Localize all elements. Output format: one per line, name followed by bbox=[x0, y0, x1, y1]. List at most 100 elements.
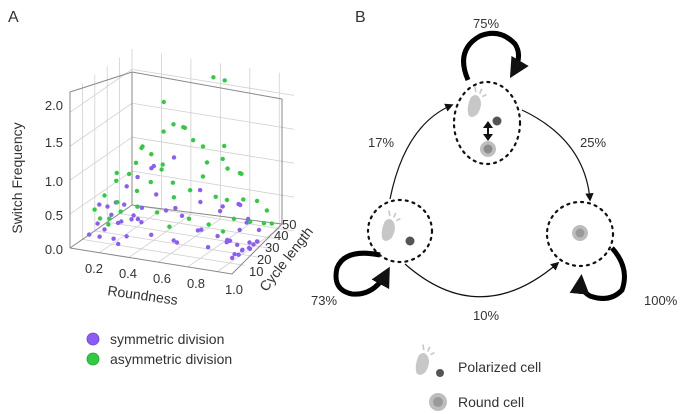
scatter-3d-plot bbox=[69, 49, 295, 275]
point-symmetric bbox=[244, 220, 249, 225]
x-tick: 0.2 bbox=[85, 261, 103, 276]
point-asymmetric bbox=[161, 99, 166, 105]
legend-round-label: Round cell bbox=[458, 394, 524, 410]
point-asymmetric bbox=[225, 166, 230, 171]
point-symmetric bbox=[173, 205, 178, 211]
point-symmetric bbox=[135, 174, 140, 180]
plot-grid bbox=[69, 49, 295, 272]
point-symmetric bbox=[129, 217, 134, 222]
legend-asymmetric-marker bbox=[86, 352, 100, 366]
point-asymmetric bbox=[200, 144, 206, 149]
panel-a-letter: A bbox=[8, 9, 19, 26]
arrow-polarized-to-round bbox=[404, 261, 560, 298]
grid-line bbox=[99, 209, 162, 254]
point-symmetric bbox=[237, 227, 242, 233]
z-tick: 1.5 bbox=[45, 135, 63, 150]
z-tick: 2.0 bbox=[45, 98, 63, 113]
y-tick: 20 bbox=[257, 252, 271, 267]
point-symmetric bbox=[232, 252, 237, 257]
point-asymmetric bbox=[154, 210, 160, 215]
point-symmetric bbox=[254, 239, 260, 244]
point-symmetric bbox=[154, 192, 159, 197]
point-symmetric bbox=[87, 232, 92, 237]
point-asymmetric bbox=[206, 222, 211, 227]
point-asymmetric bbox=[211, 75, 216, 80]
pct-right-loop: 100% bbox=[644, 293, 678, 308]
legend-polarized-icon bbox=[415, 344, 435, 375]
state-polarized-round-switching bbox=[452, 80, 522, 166]
point-asymmetric bbox=[241, 197, 246, 202]
point-asymmetric bbox=[115, 200, 120, 205]
grid-line bbox=[82, 239, 245, 266]
pct-left-loop: 73% bbox=[311, 293, 337, 308]
y-tick: 50 bbox=[282, 217, 296, 232]
point-symmetric bbox=[247, 240, 252, 245]
pct-left-to-top: 17% bbox=[368, 135, 394, 150]
panel-b-letter: B bbox=[355, 9, 366, 26]
point-symmetric bbox=[122, 202, 127, 207]
point-symmetric bbox=[119, 219, 124, 224]
point-asymmetric bbox=[133, 160, 139, 165]
x-tick: 0.8 bbox=[187, 276, 205, 291]
point-asymmetric bbox=[213, 194, 218, 199]
point-asymmetric bbox=[200, 174, 206, 179]
legend-symmetric-marker bbox=[86, 332, 100, 346]
self-loop-polarized bbox=[333, 250, 390, 297]
polarized-cell-icon bbox=[381, 210, 401, 241]
point-symmetric bbox=[97, 234, 102, 239]
point-symmetric bbox=[124, 184, 129, 189]
point-symmetric bbox=[236, 252, 241, 257]
point-symmetric bbox=[151, 163, 156, 169]
point-symmetric bbox=[111, 236, 116, 241]
point-symmetric bbox=[95, 221, 100, 226]
pct-left-to-right: 10% bbox=[473, 308, 499, 323]
point-asymmetric bbox=[186, 216, 192, 221]
point-symmetric bbox=[116, 241, 121, 247]
arrow-switching-to-round bbox=[521, 109, 594, 202]
arrow-polarized-to-switching bbox=[389, 103, 454, 200]
data-points bbox=[87, 75, 274, 261]
y-tick-labels: 10 20 30 40 50 bbox=[249, 217, 296, 279]
polarized-cell-icon bbox=[467, 86, 487, 117]
point-symmetric bbox=[149, 232, 154, 237]
point-symmetric bbox=[109, 212, 114, 217]
grid-line bbox=[128, 214, 192, 258]
point-symmetric bbox=[217, 208, 223, 214]
point-symmetric bbox=[179, 213, 185, 218]
point-asymmetric bbox=[92, 207, 97, 212]
x-tick-labels: 0.2 0.4 0.6 0.8 1.0 bbox=[85, 261, 243, 297]
grid-line bbox=[131, 136, 295, 164]
point-asymmetric bbox=[140, 144, 145, 149]
point-asymmetric bbox=[126, 171, 132, 177]
point-asymmetric bbox=[254, 198, 260, 204]
point-asymmetric bbox=[204, 160, 210, 165]
point-symmetric bbox=[215, 233, 220, 239]
self-loop-switching bbox=[461, 30, 529, 81]
x-tick: 0.4 bbox=[119, 266, 137, 281]
point-asymmetric bbox=[149, 152, 154, 157]
pct-top-to-right: 25% bbox=[580, 135, 606, 150]
point-asymmetric bbox=[269, 221, 274, 226]
point-symmetric bbox=[198, 199, 203, 205]
grid-line bbox=[69, 136, 133, 181]
point-symmetric bbox=[205, 245, 211, 250]
z-tick: 0.5 bbox=[45, 208, 63, 223]
point-asymmetric bbox=[222, 78, 227, 83]
point-asymmetric bbox=[167, 224, 172, 229]
point-asymmetric bbox=[114, 178, 119, 183]
point-asymmetric bbox=[106, 222, 111, 227]
point-asymmetric bbox=[224, 197, 230, 203]
point-symmetric bbox=[139, 205, 145, 210]
point-symmetric bbox=[195, 228, 201, 233]
point-symmetric bbox=[171, 238, 176, 243]
y-tick: 10 bbox=[249, 264, 263, 279]
grid-line bbox=[69, 69, 133, 113]
self-loop-round bbox=[569, 246, 627, 301]
point-symmetric bbox=[225, 237, 230, 243]
point-symmetric bbox=[220, 204, 225, 209]
point-symmetric bbox=[171, 155, 177, 160]
point-asymmetric bbox=[247, 219, 253, 224]
point-asymmetric bbox=[118, 209, 123, 214]
plot-frame bbox=[69, 71, 283, 275]
